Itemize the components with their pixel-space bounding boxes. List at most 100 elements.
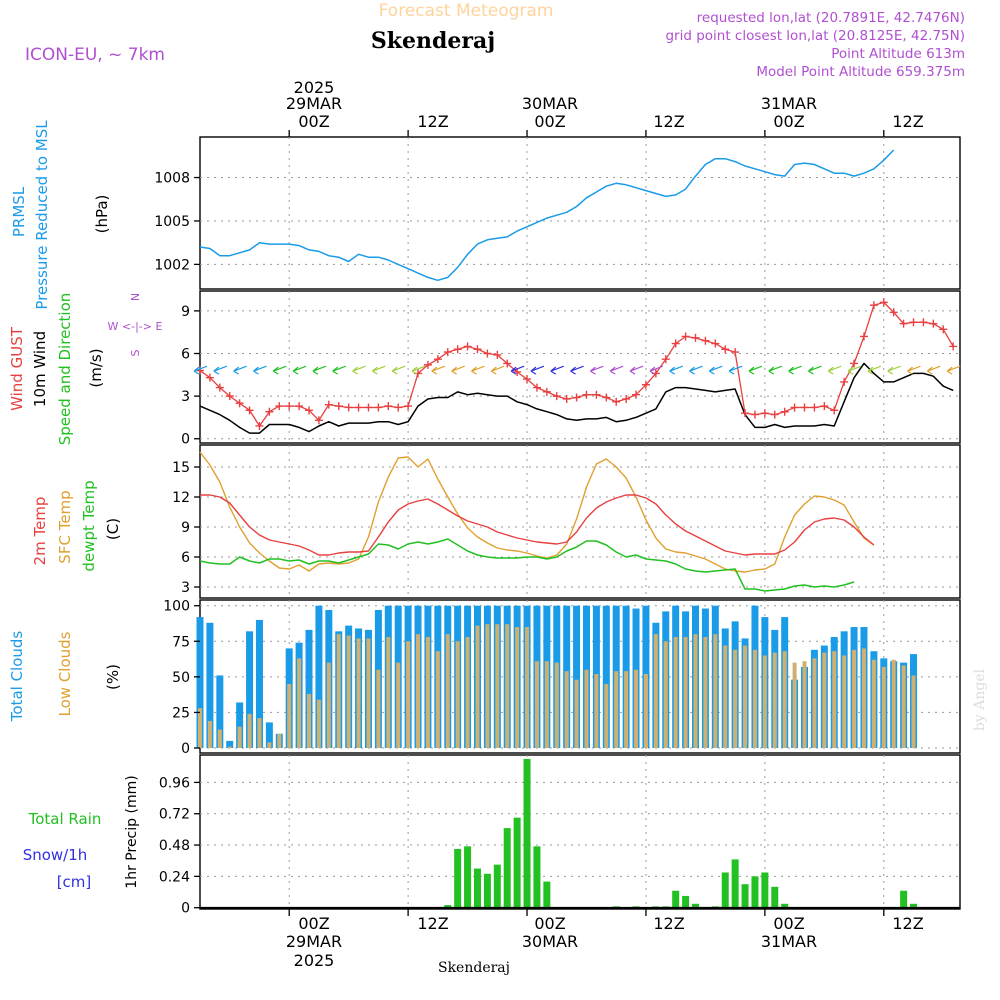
low-clouds-bar xyxy=(812,658,817,749)
wind-direction-arrow xyxy=(570,365,584,375)
rain-bar xyxy=(741,884,749,908)
gust-marker xyxy=(314,416,323,425)
wind-label-unit: (m/s) xyxy=(87,348,105,387)
wind-10m-line xyxy=(199,362,954,434)
total-clouds-bar xyxy=(602,605,610,749)
model-label: ICON-EU, ~ 7km xyxy=(25,45,165,65)
low-clouds-bar xyxy=(653,634,658,749)
low-clouds-bar xyxy=(544,661,549,749)
gust-marker xyxy=(463,342,472,351)
temp-tick-label: 3 xyxy=(181,580,190,596)
gust-marker xyxy=(215,383,224,392)
bottom-date-29mar: 29MAR xyxy=(286,932,342,951)
low-clouds-bar xyxy=(198,708,202,749)
gust-marker xyxy=(612,397,621,406)
wind-direction-arrow xyxy=(907,365,921,375)
rain-bar xyxy=(672,890,680,908)
low-clouds-bar xyxy=(217,729,222,749)
gust-marker xyxy=(661,355,670,364)
watermark: by Angel xyxy=(972,668,988,731)
wind-direction-arrow xyxy=(689,365,703,375)
low-clouds-bar xyxy=(386,637,391,749)
requested-coords: requested lon,lat (20.7891E, 42.7476N) xyxy=(697,10,965,26)
rain-bar xyxy=(483,873,491,908)
low-clouds-bar xyxy=(822,652,827,749)
low-clouds-bar xyxy=(534,661,539,749)
gust-marker xyxy=(691,333,700,342)
bottom-time-00z-1: 00Z xyxy=(298,914,329,933)
wind-direction-arrow xyxy=(708,365,723,375)
low-clouds-bar xyxy=(554,662,559,749)
temp-2m-line xyxy=(200,494,875,556)
low-clouds-bar xyxy=(624,671,629,749)
lines-layer xyxy=(193,149,961,909)
rain-bar xyxy=(513,817,521,908)
wind-tick-label: 9 xyxy=(181,304,190,320)
gust-marker xyxy=(850,359,859,368)
low-clouds-bar xyxy=(842,655,847,749)
low-clouds-bar xyxy=(802,661,807,749)
wind-direction-arrow xyxy=(272,365,287,375)
wind-direction-arrow xyxy=(550,365,564,375)
precip-panel-frame xyxy=(199,754,961,910)
precip-label-cm: [cm] xyxy=(57,873,92,891)
gust-marker xyxy=(919,318,928,327)
gust-marker xyxy=(473,345,482,354)
clouds-label-low: Low Clouds xyxy=(56,631,74,716)
gridpoint-coords: grid point closest lon,lat (20.8125E, 42… xyxy=(665,28,965,44)
low-clouds-bar xyxy=(762,655,767,749)
wind-direction-arrow xyxy=(213,365,228,375)
bottom-time-12z-1: 12Z xyxy=(417,914,448,933)
wind-direction-arrow xyxy=(332,365,346,375)
gust-marker xyxy=(731,348,740,357)
low-clouds-bar xyxy=(406,641,411,749)
low-clouds-bar xyxy=(911,675,916,749)
total-clouds-bar xyxy=(216,675,224,749)
rain-bar xyxy=(761,872,769,908)
pressure-panel-frame xyxy=(199,136,961,290)
pressure-tick-label: 1008 xyxy=(154,171,190,187)
low-clouds-bar xyxy=(307,693,312,749)
precip-tick-label: 0.96 xyxy=(159,775,190,791)
gust-marker xyxy=(711,339,720,348)
top-time-labels: 2025 29MAR 00Z 12Z 30MAR 00Z 12Z 31MAR 0… xyxy=(286,78,924,131)
gust-marker xyxy=(949,342,958,351)
low-clouds-bar xyxy=(465,637,470,749)
wind-direction-arrow xyxy=(867,365,882,375)
rain-bar xyxy=(464,846,472,908)
gust-marker xyxy=(869,301,878,310)
precip-tick-label: 0.72 xyxy=(159,807,190,823)
temp-tick-label: 15 xyxy=(172,460,190,476)
pressure-label-desc: Pressure Reduced to MSL xyxy=(33,120,51,310)
wind-direction-arrow xyxy=(669,365,683,375)
low-clouds-bar xyxy=(425,637,430,749)
gust-marker xyxy=(354,403,363,412)
low-clouds-bar xyxy=(257,718,262,749)
gust-marker xyxy=(334,402,343,411)
wind-tick-label: 0 xyxy=(181,432,190,448)
gust-marker xyxy=(701,336,710,345)
gust-marker xyxy=(939,325,948,334)
sfc-temp-line xyxy=(199,451,875,573)
low-clouds-bar xyxy=(881,666,886,749)
low-clouds-bar xyxy=(871,659,876,749)
bottom-date-30mar: 30MAR xyxy=(522,932,578,951)
wind-direction-arrow xyxy=(728,365,743,375)
rain-bar xyxy=(682,895,690,908)
low-clouds-bar xyxy=(574,679,579,749)
low-clouds-bar xyxy=(683,637,688,749)
gust-marker xyxy=(889,308,898,317)
low-clouds-bar xyxy=(227,746,232,749)
bottom-time-12z-2: 12Z xyxy=(653,914,684,933)
wind-direction-arrow xyxy=(847,365,862,375)
gust-marker xyxy=(265,407,274,416)
gust-marker xyxy=(602,393,611,402)
chart-title: Forecast Meteogram xyxy=(379,1,554,21)
wind-tick-label: 3 xyxy=(181,389,190,405)
top-date-29mar: 29MAR xyxy=(286,94,342,113)
wind-direction-arrow xyxy=(590,365,604,375)
low-clouds-bar xyxy=(634,669,639,749)
rain-bar xyxy=(533,846,541,908)
precip-tick-label: 0 xyxy=(181,901,190,917)
low-clouds-bar xyxy=(396,662,401,749)
